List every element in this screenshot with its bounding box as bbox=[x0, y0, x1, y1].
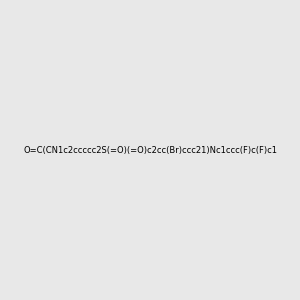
Text: O=C(CN1c2ccccc2S(=O)(=O)c2cc(Br)ccc21)Nc1ccc(F)c(F)c1: O=C(CN1c2ccccc2S(=O)(=O)c2cc(Br)ccc21)Nc… bbox=[23, 146, 277, 154]
